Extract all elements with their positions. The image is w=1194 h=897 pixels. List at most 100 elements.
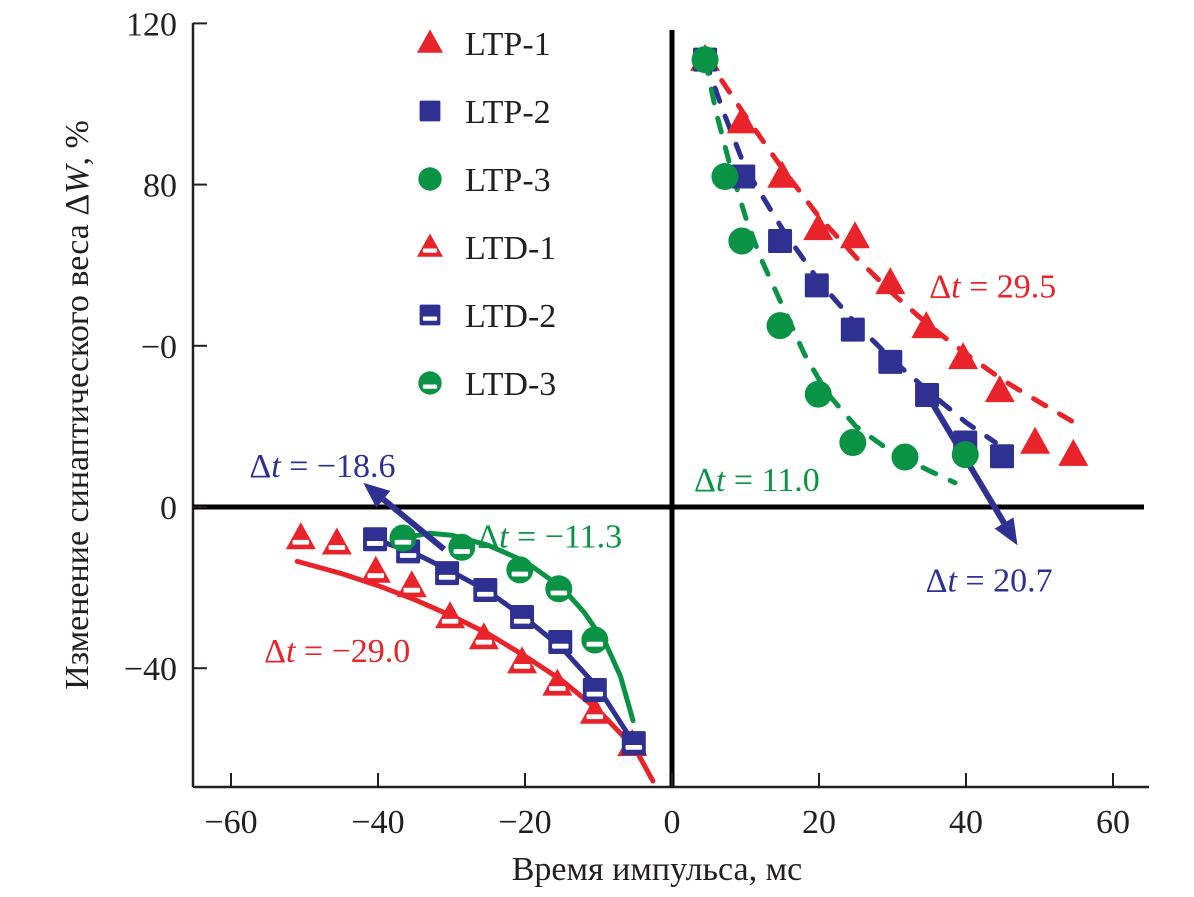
marker-ltp-2 xyxy=(878,349,903,374)
marker-ltp-2 xyxy=(840,317,865,342)
marker-ltp-2 xyxy=(731,164,756,189)
legend-item-ltd-3: LTD-3 xyxy=(418,366,556,403)
delta-t-annotation: Δt = −18.6 xyxy=(249,448,395,485)
marker-ltd-2 xyxy=(510,605,535,630)
half-fill-bar xyxy=(586,691,604,697)
triangle-shape xyxy=(726,106,757,134)
y-tick-label: 80 xyxy=(143,168,177,205)
triangle-shape xyxy=(840,221,871,249)
square-shape xyxy=(768,229,793,254)
marker-ltp-1 xyxy=(803,213,834,241)
marker-ltd-1 xyxy=(285,522,316,550)
half-fill-bar xyxy=(403,587,421,593)
triangle-shape xyxy=(435,601,466,629)
marker-ltp-1 xyxy=(948,342,979,370)
marker-ltp-3 xyxy=(728,227,756,255)
delta-symbol: Δ xyxy=(477,518,499,555)
marker-ltd-1 xyxy=(542,668,573,696)
half-fill-bar xyxy=(394,539,412,545)
y-tick-label: 120 xyxy=(126,6,177,43)
delta-var: t xyxy=(947,563,958,600)
legend-marker xyxy=(418,167,442,191)
x-tick-label: −40 xyxy=(351,804,404,841)
legend-label: LTP-1 xyxy=(465,26,551,63)
marker-ltd-3 xyxy=(581,626,609,654)
marker-ltd-3 xyxy=(545,575,573,603)
square-shape xyxy=(731,164,756,189)
half-fill-bar xyxy=(367,573,385,579)
square-shape xyxy=(419,100,441,122)
marker-ltp-2 xyxy=(915,382,940,407)
delta-symbol: Δ xyxy=(694,462,716,499)
delta-symbol: Δ xyxy=(929,268,951,305)
y-axis-title-prefix: Изменение синаптического веса Δ xyxy=(59,194,96,690)
marker-ltd-2 xyxy=(435,561,460,586)
circle-shape xyxy=(711,163,739,191)
square-shape xyxy=(363,527,388,552)
circle-shape xyxy=(766,312,794,340)
square-shape xyxy=(915,382,940,407)
triangle-shape xyxy=(948,342,979,370)
triangle-shape xyxy=(803,213,834,241)
x-tick-label: −60 xyxy=(204,804,257,841)
marker-ltp-1 xyxy=(840,221,871,249)
delta-var: t xyxy=(286,633,297,670)
arrows xyxy=(363,396,1018,552)
marker-ltd-3 xyxy=(506,556,534,584)
triangle-shape xyxy=(285,522,316,550)
delta-var: t xyxy=(951,268,962,305)
y-tick-label: −0 xyxy=(141,329,177,366)
marker-ltp-1 xyxy=(875,267,906,295)
circle-shape xyxy=(891,443,919,471)
marker-ltd-1 xyxy=(360,555,391,583)
delta-value: = −11.3 xyxy=(509,518,623,555)
circle-shape xyxy=(418,371,442,395)
half-fill-bar xyxy=(625,744,643,750)
delta-t-annotation: Δt = 11.0 xyxy=(694,462,820,499)
half-fill-bar xyxy=(586,714,604,720)
marker-ltd-2 xyxy=(582,677,607,702)
delta-value: = 11.0 xyxy=(725,462,819,499)
y-axis-title-var: W xyxy=(59,163,96,194)
half-fill-bar xyxy=(422,316,438,321)
zero-lines xyxy=(193,30,1144,787)
marker-ltd-1 xyxy=(468,622,499,650)
triangle-shape xyxy=(1020,426,1051,454)
square-shape xyxy=(582,677,607,702)
delta-var: t xyxy=(499,518,510,555)
x-tick-label: −20 xyxy=(498,804,551,841)
marker-ltd-3 xyxy=(448,533,476,561)
marker-ltp-1 xyxy=(1058,438,1089,466)
marker-ltp-1 xyxy=(911,311,942,339)
legend: LTP-1 LTP-2 LTP-3 LTD-1 LTD-2 LTD-3 xyxy=(417,26,556,403)
half-fill-bar xyxy=(438,574,456,580)
legend-label: LTD-3 xyxy=(465,366,556,403)
delta-t-annotation: Δt = 29.5 xyxy=(929,268,1056,305)
half-fill-bar xyxy=(477,591,494,597)
marker-ltd-1 xyxy=(396,570,427,598)
marker-ltp-3 xyxy=(891,443,919,471)
x-axis-ticks: −60 −40 −20 0 20 40 60 xyxy=(204,773,1130,841)
delta-t-annotation: Δt = −11.3 xyxy=(477,518,622,555)
marker-ltp-3 xyxy=(839,429,867,457)
triangle-shape xyxy=(911,311,942,339)
marker-ltp-1 xyxy=(1020,426,1051,454)
delta-t-annotation: Δt = −29.0 xyxy=(264,633,410,670)
square-shape xyxy=(435,561,460,586)
marker-ltd-1 xyxy=(579,696,610,724)
marker-ltp-3 xyxy=(711,163,739,191)
square-shape xyxy=(473,578,498,603)
half-fill-bar xyxy=(513,618,531,624)
legend-label: LTD-2 xyxy=(465,298,556,335)
square-shape xyxy=(878,349,903,374)
legend-item-ltp-3: LTP-3 xyxy=(418,162,551,199)
marker-ltp-3 xyxy=(951,441,979,469)
triangle-shape xyxy=(396,570,427,598)
delta-value: = 29.5 xyxy=(961,268,1057,305)
legend-marker xyxy=(418,371,442,395)
square-shape xyxy=(419,304,441,326)
marker-ltd-2 xyxy=(621,731,646,756)
half-fill-bar xyxy=(441,618,459,624)
marker-ltd-2 xyxy=(473,578,498,603)
delta-value: = −29.0 xyxy=(295,633,410,670)
